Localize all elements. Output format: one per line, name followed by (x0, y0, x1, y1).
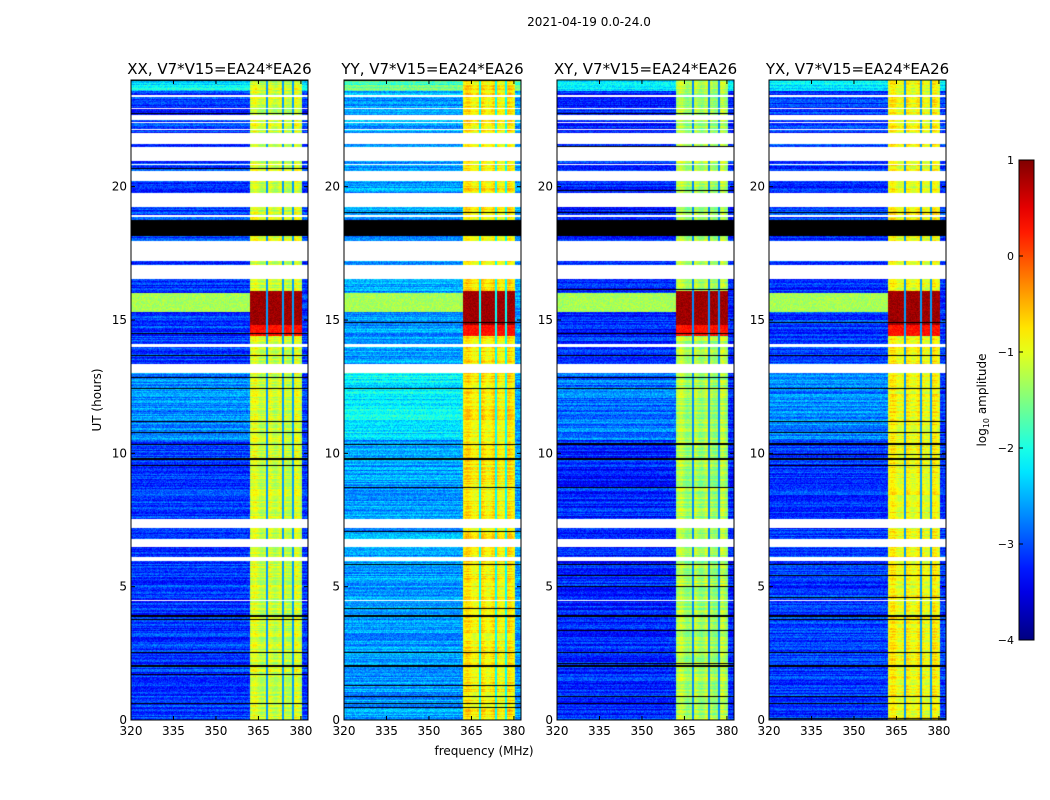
y-tick-label: 5 (332, 580, 340, 594)
x-tick-label: 320 (120, 724, 143, 738)
colorbar-tick-label: 1 (1007, 154, 1014, 167)
x-tick-label: 365 (247, 724, 270, 738)
x-tick-label: 320 (546, 724, 569, 738)
colorbar-tick-label: −3 (998, 538, 1014, 551)
x-tick-label: 320 (758, 724, 781, 738)
y-tick-label: 10 (325, 446, 340, 460)
axes-panel-1: XX, V7*V15=EA24*EA26 320 335 350 365 380 0 5 10 1… (112, 60, 313, 738)
colorbar-tick-label: 0 (1007, 250, 1014, 263)
plot-frame (768, 79, 947, 721)
figure-title: 2021-04-19 0.0-24.0 (527, 15, 651, 29)
y-tick-label: 5 (119, 580, 127, 594)
heatmap-panel-4 (769, 80, 946, 720)
x-tick-label: 335 (800, 724, 823, 738)
y-tick-label: 15 (538, 313, 553, 327)
x-tick-label: 350 (843, 724, 866, 738)
y-tick-label: 15 (112, 313, 127, 327)
plot-frame (343, 79, 522, 721)
heatmap-panel-2 (344, 80, 521, 720)
y-tick-label: 20 (538, 180, 553, 194)
x-tick-label: 350 (418, 724, 441, 738)
heatmap-panel-3 (557, 80, 734, 720)
colorbar-tick-label: −1 (998, 346, 1014, 359)
colorbar (1018, 159, 1035, 641)
x-tick-label: 380 (927, 724, 950, 738)
y-tick-label: 5 (757, 580, 765, 594)
y-tick-label: 0 (332, 713, 340, 727)
y-tick-label: 15 (325, 313, 340, 327)
y-tick-label: 20 (325, 180, 340, 194)
plot-frame (556, 79, 735, 721)
panel-title: XY, V7*V15=EA24*EA26 (554, 60, 737, 78)
x-tick-label: 365 (460, 724, 483, 738)
y-tick-label: 10 (112, 446, 127, 460)
y-tick-label: 0 (119, 713, 127, 727)
y-tick-label: 20 (112, 180, 127, 194)
x-tick-label: 320 (333, 724, 356, 738)
plot-frame (130, 79, 309, 721)
y-tick-label: 0 (757, 713, 765, 727)
x-tick-label: 365 (885, 724, 908, 738)
colorbar-label: log10 amplitude (975, 354, 991, 447)
panel-title: YX, V7*V15=EA24*EA26 (765, 60, 949, 78)
x-tick-label: 335 (588, 724, 611, 738)
x-tick-label: 335 (162, 724, 185, 738)
x-tick-label: 380 (502, 724, 525, 738)
panel-title: XX, V7*V15=EA24*EA26 (127, 60, 311, 78)
y-tick-label: 5 (545, 580, 553, 594)
panel-title: YY, V7*V15=EA24*EA26 (340, 60, 523, 78)
axes-panel-2: YY, V7*V15=EA24*EA26 320 335 350 365 380 0 5 10 1… (325, 60, 526, 738)
axes-panel-4: YX, V7*V15=EA24*EA26 320 335 350 365 380 0 5 10 1… (750, 60, 951, 738)
x-tick-label: 380 (289, 724, 312, 738)
y-tick-label: 10 (538, 446, 553, 460)
x-tick-label: 350 (631, 724, 654, 738)
axes-panel-3: XY, V7*V15=EA24*EA26 320 335 350 365 380 0 5 10 1… (538, 60, 739, 738)
y-axis-label: UT (hours) (90, 368, 104, 431)
x-tick-label: 380 (715, 724, 738, 738)
heatmap-panel-1 (131, 80, 308, 720)
colorbar-tick-label: −2 (998, 442, 1014, 455)
x-tick-label: 335 (375, 724, 398, 738)
x-tick-label: 350 (205, 724, 228, 738)
y-tick-label: 0 (545, 713, 553, 727)
y-tick-label: 10 (750, 446, 765, 460)
x-axis-label: frequency (MHz) (434, 744, 533, 758)
y-tick-label: 20 (750, 180, 765, 194)
x-tick-label: 365 (673, 724, 696, 738)
y-tick-label: 15 (750, 313, 765, 327)
colorbar-tick-label: −4 (998, 634, 1014, 647)
